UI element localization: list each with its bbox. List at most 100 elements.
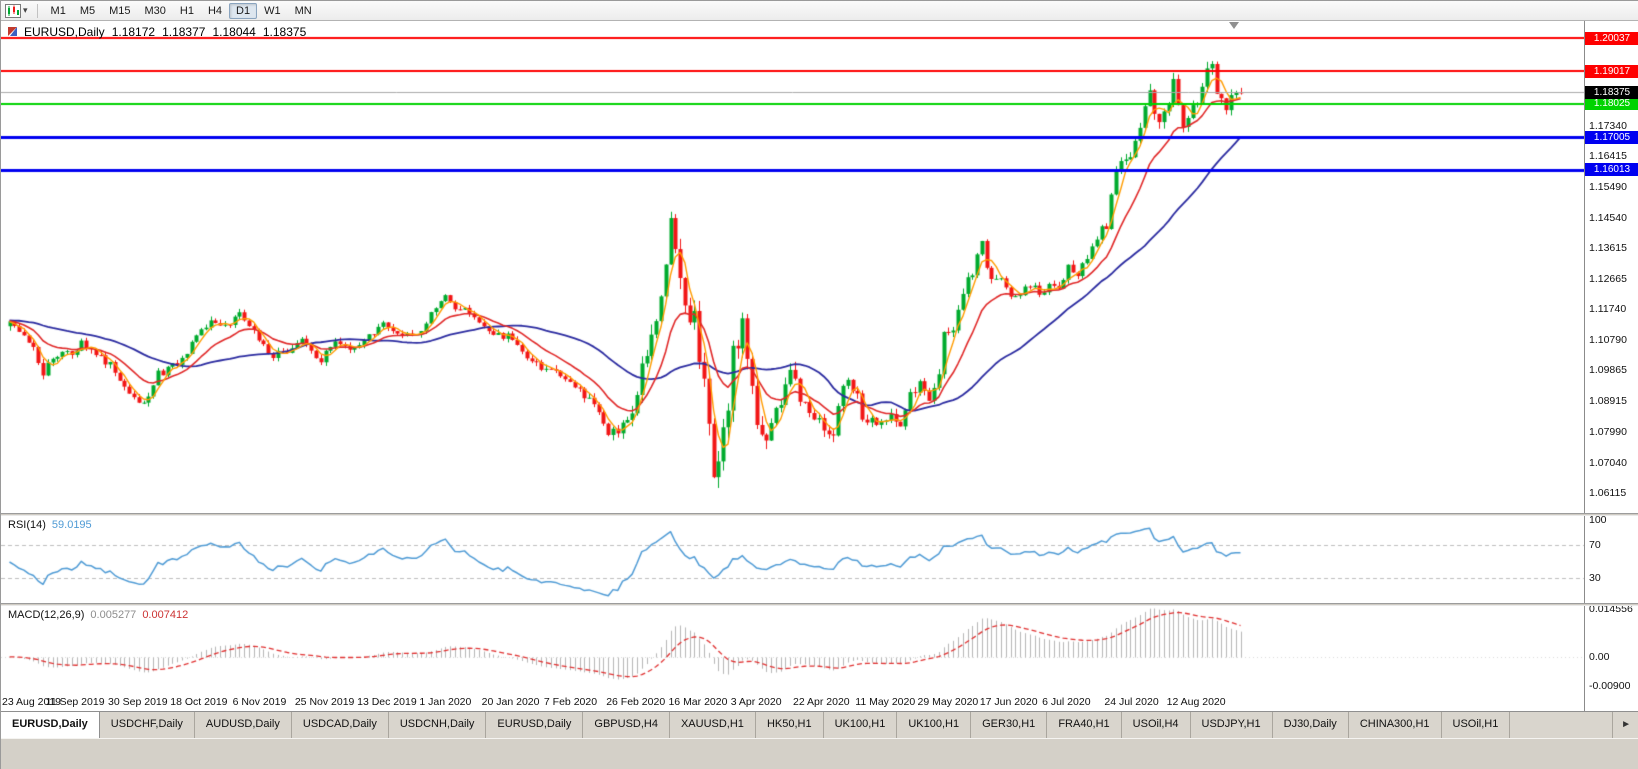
- price-axis-label: 1.13615: [1589, 241, 1627, 254]
- tab-usdjpy-h1[interactable]: USDJPY,H1: [1191, 712, 1273, 738]
- chart-title: EURUSD,Daily 1.18172 1.18377 1.18044 1.1…: [8, 25, 306, 39]
- tf-button-m1[interactable]: M1: [50, 4, 66, 17]
- pane-splitter[interactable]: [1, 513, 1638, 516]
- date-label: 25 Nov 2019: [294, 696, 355, 708]
- price-axis-label: 1.11740: [1589, 303, 1627, 316]
- chart-symbol-icon: [8, 25, 17, 39]
- tab-usdcnh-daily[interactable]: USDCNH,Daily: [389, 712, 487, 738]
- axis-separator: [1584, 21, 1585, 711]
- date-label: 20 Jan 2020: [481, 696, 540, 708]
- price-chart-canvas[interactable]: [1, 21, 1584, 513]
- macd-main-value: 0.005277: [90, 609, 137, 621]
- macd-axis-label: 0.00: [1589, 650, 1610, 663]
- date-label: 29 May 2020: [917, 696, 979, 708]
- tab-uk100-h1[interactable]: UK100,H1: [824, 712, 898, 738]
- price-close: 1.18375: [262, 25, 307, 39]
- date-label: 6 Jul 2020: [1042, 696, 1091, 708]
- macd-axis-label: -0.00900: [1589, 679, 1631, 692]
- tabs-scroll-right-icon[interactable]: ►: [1612, 712, 1638, 738]
- macd-label: MACD(12,26,9) 0.005277 0.007412: [8, 609, 188, 621]
- tf-button-h1[interactable]: H1: [179, 4, 194, 17]
- price-axis-label: 1.06115: [1589, 486, 1627, 499]
- current-price-tag: 1.18375: [1585, 85, 1638, 99]
- level-tag-4: 1.16013: [1585, 163, 1638, 177]
- macd-axis-label: 0.014556: [1589, 606, 1633, 615]
- tf-button-d1[interactable]: D1: [229, 2, 258, 19]
- price-axis-label: 1.07990: [1589, 425, 1627, 438]
- tab-eurusd-daily[interactable]: EURUSD,Daily: [486, 712, 584, 738]
- chart-dropdown-caret[interactable]: ▾: [23, 5, 28, 15]
- date-label: 7 Feb 2020: [543, 696, 598, 708]
- tab-usdchf-daily[interactable]: USDCHF,Daily: [100, 712, 195, 738]
- tab-ger30-h1[interactable]: GER30,H1: [971, 712, 1048, 738]
- date-label: 3 Apr 2020: [730, 696, 782, 708]
- price-axis-label: 1.14540: [1589, 211, 1627, 224]
- timeframe-toolbar: ▾ M1 M5 M15 M30 H1 H4 D1 W1 MN: [1, 1, 1638, 21]
- status-bar: [1, 738, 1638, 769]
- tab-gbpusd-h4[interactable]: GBPUSD,H4: [583, 712, 670, 738]
- rsi-axis-label: 70: [1589, 539, 1601, 551]
- date-label: 6 Nov 2019: [232, 696, 287, 708]
- tf-button-m30[interactable]: M30: [144, 4, 166, 17]
- price-axis-label: 1.16415: [1589, 150, 1627, 163]
- price-axis-label: 1.08915: [1589, 395, 1627, 408]
- tab-xauusd-h1[interactable]: XAUUSD,H1: [670, 712, 756, 738]
- tf-button-h4[interactable]: H4: [207, 4, 223, 17]
- macd-name: MACD(12,26,9): [8, 609, 85, 621]
- tab-fra40-h1[interactable]: FRA40,H1: [1047, 712, 1122, 738]
- toolbar-separator: [36, 3, 38, 18]
- pane-splitter[interactable]: [1, 603, 1638, 606]
- price-low: 1.18044: [212, 25, 256, 39]
- tab-china300-h1[interactable]: CHINA300,H1: [1349, 712, 1442, 738]
- price-axis-label: 1.09865: [1589, 364, 1627, 377]
- date-label: 30 Sep 2019: [108, 696, 168, 708]
- tf-button-w1[interactable]: W1: [264, 4, 281, 17]
- macd-pane: MACD(12,26,9) 0.005277 0.007412 0.014556…: [1, 606, 1638, 693]
- rsi-pane: RSI(14) 59.0195 100 70 30: [1, 516, 1638, 603]
- tf-button-mn[interactable]: MN: [294, 4, 312, 17]
- tab-eurusd-daily[interactable]: EURUSD,Daily: [1, 712, 100, 738]
- level-tag-3: 1.17005: [1585, 130, 1638, 144]
- date-label: 16 Mar 2020: [668, 696, 728, 708]
- price-axis-label: 1.12665: [1589, 272, 1627, 285]
- date-label: 17 Jun 2020: [979, 696, 1038, 708]
- new-chart-icon[interactable]: [5, 3, 21, 18]
- macd-canvas[interactable]: [1, 606, 1584, 693]
- tab-uk100-h1[interactable]: UK100,H1: [897, 712, 972, 738]
- tab-usoil-h1[interactable]: USOil,H1: [1442, 712, 1511, 738]
- date-label: 26 Feb 2020: [606, 696, 666, 708]
- tf-button-m15[interactable]: M15: [109, 4, 131, 17]
- price-axis-label: 1.10790: [1589, 334, 1627, 347]
- date-axis[interactable]: 23 Aug 2019 11 Sep 2019 30 Sep 2019 18 Oct …: [1, 693, 1638, 711]
- chart-tabs-bar: EURUSD,Daily USDCHF,Daily AUDUSD,Daily USDC…: [1, 711, 1638, 738]
- date-label: 11 Sep 2019: [45, 696, 105, 708]
- tab-usoil-h4[interactable]: USOil,H4: [1122, 712, 1191, 738]
- date-label: 12 Aug 2020: [1166, 696, 1226, 708]
- tab-audusd-daily[interactable]: AUDUSD,Daily: [195, 712, 292, 738]
- date-label: 24 Jul 2020: [1104, 696, 1159, 708]
- tab-usdcad-daily[interactable]: USDCAD,Daily: [292, 712, 389, 738]
- price-high: 1.18377: [162, 25, 206, 39]
- tf-button-m5[interactable]: M5: [79, 4, 96, 17]
- rsi-name: RSI(14): [8, 519, 46, 531]
- timeframe-buttons: M1 M5 M15 M30 H1 H4 D1 W1 MN: [44, 2, 319, 19]
- level-tag-0: 1.20037: [1585, 31, 1638, 45]
- tab-hk50-h1[interactable]: HK50,H1: [756, 712, 824, 738]
- price-open: 1.18172: [111, 25, 156, 39]
- level-tag-1: 1.19017: [1585, 64, 1638, 78]
- rsi-canvas[interactable]: [1, 516, 1584, 603]
- date-label: 1 Jan 2020: [419, 696, 472, 708]
- date-label: 22 Apr 2020: [793, 696, 850, 708]
- price-chart-pane: EURUSD,Daily 1.18172 1.18377 1.18044 1.1…: [1, 21, 1638, 513]
- chart-shift-marker-icon[interactable]: [1229, 22, 1239, 29]
- tab-dj30-daily[interactable]: DJ30,Daily: [1273, 712, 1349, 738]
- chart-symbol-period: EURUSD,Daily: [24, 25, 105, 39]
- rsi-axis-label: 100: [1589, 516, 1607, 527]
- date-label: 13 Dec 2019: [357, 696, 417, 708]
- price-axis-label: 1.07040: [1589, 456, 1627, 469]
- date-label: 11 May 2020: [855, 696, 916, 708]
- macd-signal-value: 0.007412: [142, 609, 189, 621]
- price-axis-label: 1.17340: [1589, 120, 1627, 133]
- date-label: 23 Aug 2019: [2, 696, 61, 708]
